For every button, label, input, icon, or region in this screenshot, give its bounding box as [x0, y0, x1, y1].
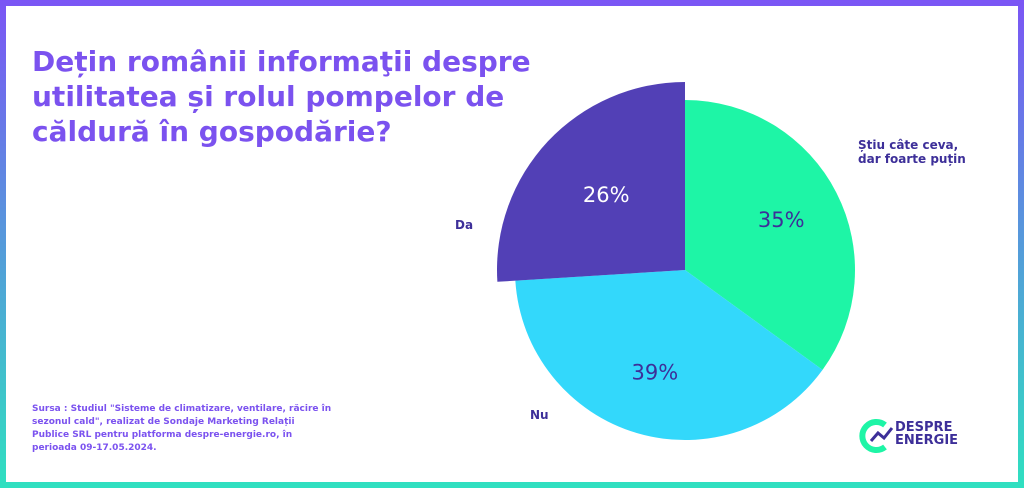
data-label: 26% [583, 183, 630, 207]
category-label: Da [455, 218, 474, 232]
pie-slice [685, 100, 855, 370]
data-label: 39% [632, 361, 679, 385]
logo-line: ENERGIE [895, 433, 959, 448]
logo-text: DESPRE ENERGIE [895, 421, 958, 447]
source-note: Sursa : Studiul "Sisteme de climatizare,… [32, 404, 332, 453]
chart-title: Dețin românii informaţii despre utilitat… [32, 45, 531, 148]
logo-line: DESPRE [895, 420, 953, 435]
category-label: Știu câte ceva, dar foarte puțin [858, 138, 966, 166]
pie-slice [515, 270, 823, 441]
category-label: Nu [530, 408, 549, 422]
logo-icon [859, 419, 894, 453]
pie-slice [497, 82, 685, 282]
data-label: 35% [758, 208, 805, 232]
